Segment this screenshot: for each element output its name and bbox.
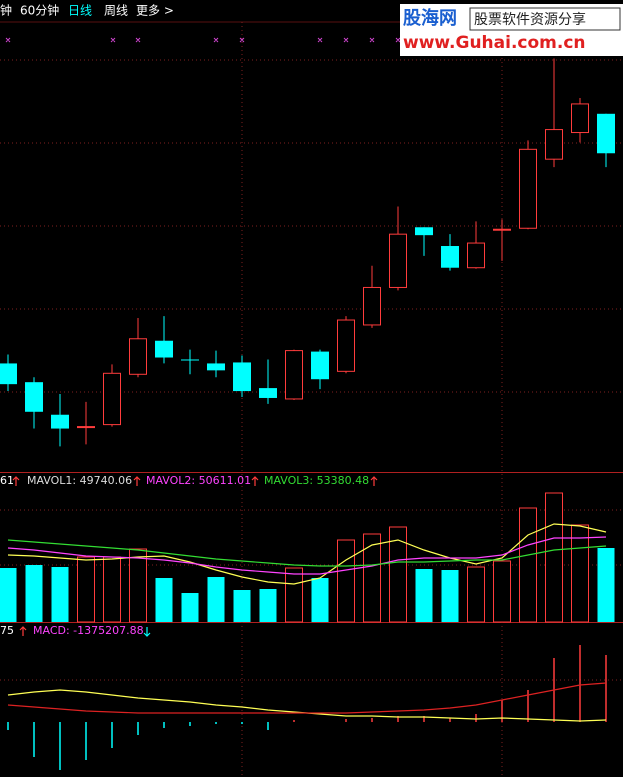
dotted-grid <box>0 22 623 777</box>
watermark-slogan: 股票软件资源分享 <box>474 11 586 28</box>
volume-bar <box>233 590 251 622</box>
candle-body <box>441 246 459 268</box>
candle-body <box>285 350 303 400</box>
watermark-url: www.Guhai.com.cn <box>403 33 586 53</box>
legend-entry: MAVOL1: 49740.06 <box>27 474 132 487</box>
volume-bar <box>0 568 17 622</box>
volume-bar <box>441 570 459 622</box>
candle-body <box>467 242 485 269</box>
volume-bar <box>311 578 329 622</box>
candle-body <box>77 426 95 429</box>
candle-body <box>181 359 199 361</box>
candle-body <box>0 363 17 385</box>
candle-body <box>207 363 225 371</box>
candle-body <box>415 227 433 236</box>
volume-bar <box>129 548 147 623</box>
candle-body <box>493 228 511 231</box>
candle-body <box>597 113 615 154</box>
volume-bar <box>77 556 95 623</box>
candle-body <box>259 388 277 398</box>
candle-body <box>571 103 589 134</box>
mavol-line <box>7 539 607 567</box>
watermark-brand: 股海网 <box>402 7 457 29</box>
toolbar-tab: 钟 <box>0 3 12 18</box>
candle-body <box>311 351 329 380</box>
toolbar-tab: 60分钟 <box>20 3 59 18</box>
volume-bar <box>181 593 199 622</box>
volume-bar <box>571 524 589 623</box>
candle-body <box>337 319 355 372</box>
volume-bar <box>493 560 511 623</box>
candle-body <box>25 382 43 412</box>
volume-bar <box>415 569 433 622</box>
candle-body <box>363 286 381 326</box>
candle-body <box>51 414 69 429</box>
candle-body <box>155 340 173 358</box>
legend-entry: MAVOL2: 50611.01 <box>146 474 251 487</box>
candle-body <box>233 362 251 392</box>
macd-line <box>7 689 607 722</box>
volume-bar <box>519 507 537 623</box>
legend-arrows <box>12 476 378 637</box>
toolbar-tab: 周线 <box>104 4 128 18</box>
macd-line <box>7 682 607 714</box>
volume-bar <box>467 566 485 623</box>
candle-body <box>129 338 147 375</box>
volume-lead-label: 61 <box>0 474 14 487</box>
candle-body <box>545 129 563 160</box>
volume-bar <box>363 533 381 623</box>
toolbar-tab: 日线 <box>68 4 92 18</box>
candle-body <box>389 233 407 288</box>
volume-bar <box>51 567 69 622</box>
volume-bar <box>389 526 407 623</box>
legend-entry: MAVOL3: 53380.48 <box>264 474 369 487</box>
candle-body <box>519 148 537 229</box>
volume-bar <box>337 539 355 623</box>
signal-marks <box>5 37 401 43</box>
volume-bar <box>155 578 173 622</box>
candle-body <box>103 372 121 426</box>
volume-bar <box>285 567 303 623</box>
volume-bar <box>103 556 121 623</box>
volume-bar <box>545 492 563 623</box>
toolbar-tab: 更多 > <box>136 4 174 18</box>
mavol-line <box>7 523 607 585</box>
watermark: 股海网 股票软件资源分享 www.Guhai.com.cn <box>400 4 623 56</box>
mavol-line <box>7 536 607 575</box>
volume-bar <box>207 577 225 622</box>
macd-lead-label: 75 <box>0 624 14 637</box>
macd-label: MACD: -1375207.88 <box>33 624 144 637</box>
volume-bar <box>25 565 43 622</box>
volume-bar <box>259 589 277 622</box>
volume-bar <box>597 548 615 622</box>
